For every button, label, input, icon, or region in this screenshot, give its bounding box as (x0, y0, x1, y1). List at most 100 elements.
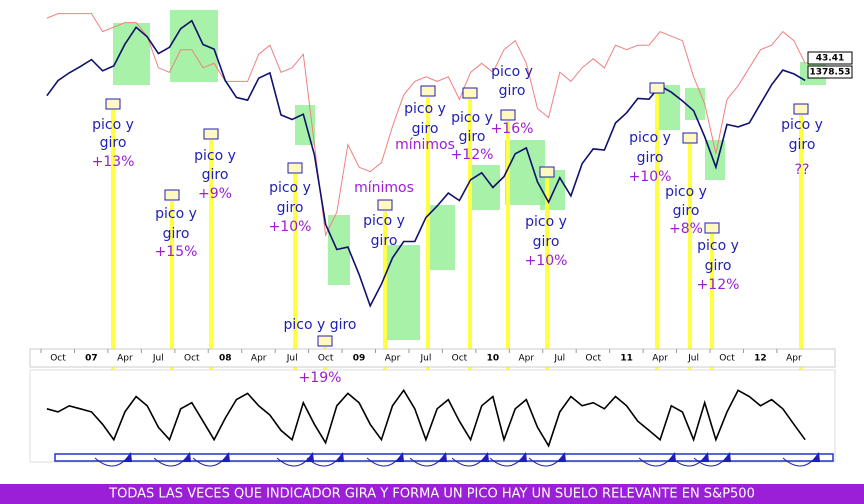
marker-box (287, 162, 303, 174)
annotation: giro (705, 258, 732, 274)
annotation: +9% (198, 186, 232, 202)
annotation: pico y (155, 206, 197, 222)
annotation: giro (499, 83, 526, 99)
highlight-zone (470, 165, 500, 210)
annotation: mínimos (395, 137, 455, 153)
annotation: pico y (491, 64, 533, 80)
x-tick-label: 11 (620, 354, 633, 364)
annotation: giro (459, 129, 486, 145)
annotation: pico y (194, 148, 236, 164)
trough-arrow (123, 452, 132, 462)
x-tick-label: 10 (487, 354, 500, 364)
x-tick-label: Jul (152, 354, 164, 364)
highlight-zone (383, 245, 420, 340)
banner: TODAS LAS VECES QUE INDICADOR GIRA Y FOR… (108, 487, 755, 502)
annotation: +10% (629, 169, 672, 185)
x-tick-label: Oct (452, 354, 468, 364)
annotation: pico y (525, 214, 567, 230)
x-tick-label: Oct (318, 354, 334, 364)
trough-arrow (700, 452, 709, 462)
trough-arrow (305, 452, 314, 462)
end-label-box (807, 51, 853, 65)
x-tick-label: 08 (219, 354, 232, 364)
trough-arrow (182, 452, 191, 462)
annotation: +10% (269, 219, 312, 235)
x-tick-label: Jul (420, 354, 432, 364)
line (46, 13, 806, 237)
annotation: pico y (451, 110, 493, 126)
marker-box (203, 128, 219, 140)
annotation: pico y (404, 101, 446, 117)
annotation: +16% (491, 121, 534, 137)
annotation: pico y (781, 117, 823, 133)
x-tick-label: Apr (117, 354, 133, 364)
marker-box (649, 82, 665, 94)
annotation: +19% (299, 370, 342, 386)
x-tick-label: Jul (286, 354, 298, 364)
highlight-zone (428, 205, 455, 270)
annotation: +8% (669, 221, 703, 237)
marker-box (164, 189, 180, 201)
marker-box (377, 199, 393, 211)
annotation: pico y (665, 184, 707, 200)
annotation: pico y (92, 117, 134, 133)
annotation: pico y (363, 213, 405, 229)
banner-bg (0, 484, 864, 504)
marker-box (420, 85, 436, 97)
x-axis-band (29, 348, 836, 368)
x-tick-label: 09 (353, 354, 366, 364)
end-label: 43.41 (816, 54, 844, 64)
trough-arrow (722, 452, 731, 462)
annotation: pico y (697, 238, 739, 254)
annotation: +10% (525, 253, 568, 269)
annotation: giro (371, 233, 398, 249)
marker-box (704, 222, 720, 234)
x-tick-label: Oct (184, 354, 200, 364)
annotation: ?? (795, 162, 810, 178)
annotation: giro (100, 135, 127, 151)
end-label-box (807, 65, 853, 79)
annotation: pico y (629, 130, 671, 146)
x-tick-label: Apr (385, 354, 401, 364)
annotation: giro (789, 137, 816, 153)
x-tick-label: Apr (786, 354, 802, 364)
annotation: pico y giro (283, 317, 356, 333)
line (46, 388, 806, 448)
x-tick-label: Apr (652, 354, 668, 364)
annotation: +15% (155, 244, 198, 260)
x-tick-label: Apr (251, 354, 267, 364)
annotation: +12% (451, 147, 494, 163)
marker-box (462, 87, 478, 99)
annotation: +12% (697, 277, 740, 293)
annotation: mínimos (354, 180, 414, 196)
annotation: giro (277, 200, 304, 216)
line (46, 19, 806, 308)
x-tick-label: Apr (519, 354, 535, 364)
annotation: giro (533, 234, 560, 250)
annotation: giro (673, 203, 700, 219)
highlight-zone (505, 140, 545, 205)
trough-arrow (221, 452, 230, 462)
x-tick-label: Oct (719, 354, 735, 364)
x-tick-label: 07 (85, 354, 98, 364)
highlight-zone (685, 88, 705, 120)
marker-box (682, 132, 698, 144)
trough-arrow (395, 452, 404, 462)
annotation: +13% (92, 154, 135, 170)
x-tick-label: Oct (585, 354, 601, 364)
end-label: 1378.53 (810, 68, 851, 78)
x-tick-label: 12 (754, 354, 767, 364)
x-tick-label: Jul (553, 354, 565, 364)
trough-arrow (811, 452, 820, 462)
annotation: giro (412, 121, 439, 137)
annotation: giro (163, 226, 190, 242)
annotation: pico y (269, 180, 311, 196)
trough-arrow (438, 452, 447, 462)
marker-box (793, 103, 809, 115)
annotation: giro (637, 150, 664, 166)
indicator-panel (29, 369, 836, 463)
trough-arrow (518, 452, 527, 462)
annotation: giro (202, 167, 229, 183)
highlight-zone (170, 10, 218, 82)
